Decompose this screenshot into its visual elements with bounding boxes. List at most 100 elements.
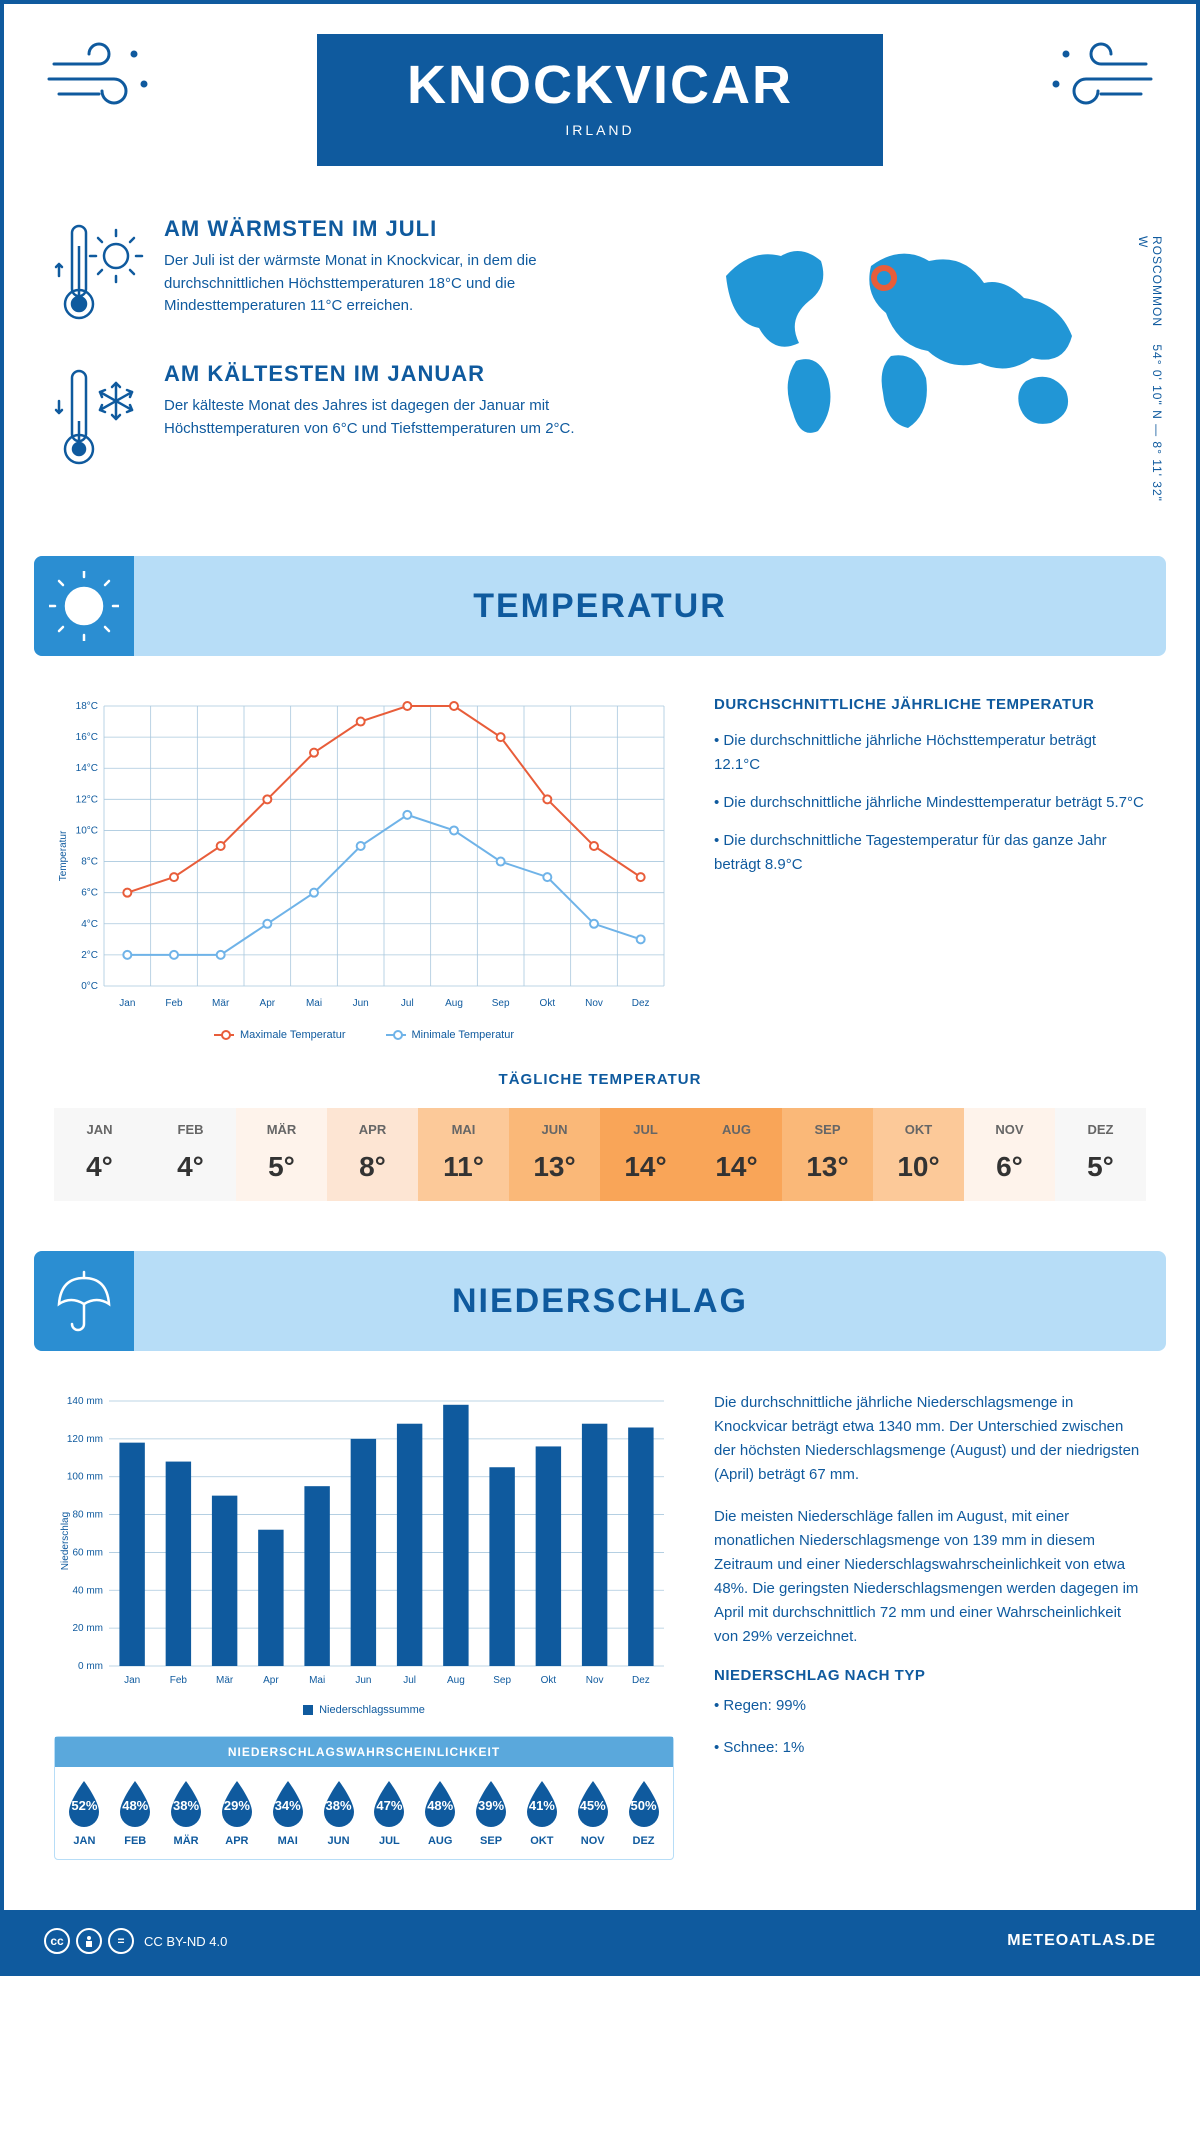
svg-text:Mär: Mär	[212, 998, 230, 1009]
temp-cell: AUG14°	[691, 1108, 782, 1201]
temp-cell: MAI11°	[418, 1108, 509, 1201]
precipitation-info: Die durchschnittliche jährliche Niedersc…	[714, 1391, 1146, 1860]
probability-cell: 52%JAN	[59, 1779, 110, 1847]
precip-rain: • Regen: 99%	[714, 1694, 1146, 1718]
thermometer-sun-icon	[54, 216, 144, 331]
temp-cell: JAN4°	[54, 1108, 145, 1201]
probability-box: NIEDERSCHLAGSWAHRSCHEINLICHKEIT 52%JAN48…	[54, 1736, 674, 1860]
svg-text:8°C: 8°C	[81, 857, 98, 868]
probability-grid: 52%JAN48%FEB38%MÄR29%APR34%MAI38%JUN47%J…	[55, 1767, 673, 1859]
svg-text:Temperatur: Temperatur	[58, 830, 69, 881]
temperature-title: TEMPERATUR	[34, 587, 1166, 626]
temp-cell: NOV6°	[964, 1108, 1055, 1201]
svg-text:Jul: Jul	[403, 1675, 416, 1686]
precipitation-body: 0 mm20 mm40 mm60 mm80 mm100 mm120 mm140 …	[4, 1371, 1196, 1880]
svg-text:4°C: 4°C	[81, 919, 98, 930]
precip-legend: Niederschlagssumme	[54, 1704, 674, 1716]
temp-info-p2: • Die durchschnittliche jährliche Mindes…	[714, 791, 1146, 815]
svg-text:Nov: Nov	[586, 1675, 604, 1686]
temperature-chart: 0°C2°C4°C6°C8°C10°C12°C14°C16°C18°CJanFe…	[54, 696, 674, 1041]
summary-left: AM WÄRMSTEN IM JULI Der Juli ist der wär…	[54, 216, 646, 506]
svg-text:Dez: Dez	[632, 1675, 650, 1686]
svg-text:Mär: Mär	[216, 1675, 234, 1686]
svg-text:Aug: Aug	[447, 1675, 465, 1686]
svg-text:Jun: Jun	[353, 998, 369, 1009]
temp-cell: JUN13°	[509, 1108, 600, 1201]
svg-text:0°C: 0°C	[81, 981, 98, 992]
svg-text:Mai: Mai	[306, 998, 322, 1009]
license-text: CC BY-ND 4.0	[144, 1934, 227, 1949]
thermometer-snow-icon	[54, 361, 144, 476]
sun-icon	[34, 556, 134, 656]
probability-cell: 41%OKT	[516, 1779, 567, 1847]
location-title: KNOCKVICAR	[407, 54, 793, 116]
precip-type-title: NIEDERSCHLAG NACH TYP	[714, 1667, 1146, 1684]
footer: cc = CC BY-ND 4.0 METEOATLAS.DE	[4, 1910, 1196, 1972]
svg-text:20 mm: 20 mm	[72, 1623, 103, 1634]
svg-text:Nov: Nov	[585, 998, 603, 1009]
svg-text:Jul: Jul	[401, 998, 414, 1009]
temperature-info: DURCHSCHNITTLICHE JÄHRLICHE TEMPERATUR •…	[714, 696, 1146, 1041]
coldest-desc: Der kälteste Monat des Jahres ist dagege…	[164, 395, 646, 440]
svg-text:Jun: Jun	[355, 1675, 371, 1686]
coldest-text: AM KÄLTESTEN IM JANUAR Der kälteste Mona…	[164, 361, 646, 476]
svg-text:2°C: 2°C	[81, 950, 98, 961]
precip-p2: Die meisten Niederschläge fallen im Augu…	[714, 1505, 1146, 1649]
svg-text:Mai: Mai	[309, 1675, 325, 1686]
temperature-section-head: TEMPERATUR	[34, 556, 1166, 656]
daily-temp-title: TÄGLICHE TEMPERATUR	[54, 1071, 1146, 1088]
svg-text:Feb: Feb	[170, 1675, 188, 1686]
svg-text:Sep: Sep	[493, 1675, 511, 1686]
probability-cell: 45%NOV	[567, 1779, 618, 1847]
probability-cell: 29%APR	[211, 1779, 262, 1847]
svg-text:Okt: Okt	[541, 1675, 557, 1686]
coldest-item: AM KÄLTESTEN IM JANUAR Der kälteste Mona…	[54, 361, 646, 476]
warmest-title: AM WÄRMSTEN IM JULI	[164, 216, 646, 242]
svg-text:14°C: 14°C	[76, 763, 98, 774]
precipitation-title: NIEDERSCHLAG	[34, 1282, 1166, 1321]
svg-text:Feb: Feb	[165, 998, 183, 1009]
svg-text:Jan: Jan	[119, 998, 135, 1009]
probability-cell: 39%SEP	[466, 1779, 517, 1847]
temp-info-p1: • Die durchschnittliche jährliche Höchst…	[714, 729, 1146, 777]
warmest-item: AM WÄRMSTEN IM JULI Der Juli ist der wär…	[54, 216, 646, 331]
temp-info-p3: • Die durchschnittliche Tagestemperatur …	[714, 829, 1146, 877]
temp-cell: APR8°	[327, 1108, 418, 1201]
temp-cell: SEP13°	[782, 1108, 873, 1201]
svg-text:0 mm: 0 mm	[78, 1661, 103, 1672]
probability-cell: 48%AUG	[415, 1779, 466, 1847]
svg-text:100 mm: 100 mm	[67, 1472, 103, 1483]
summary-section: AM WÄRMSTEN IM JULI Der Juli ist der wär…	[4, 206, 1196, 536]
world-map-area: ROSCOMMON 54° 0' 10" N — 8° 11' 32" W	[686, 216, 1146, 506]
probability-cell: 48%FEB	[110, 1779, 161, 1847]
probability-cell: 50%DEZ	[618, 1779, 669, 1847]
daily-temperature: TÄGLICHE TEMPERATUR JAN4°FEB4°MÄR5°APR8°…	[4, 1061, 1196, 1231]
svg-text:6°C: 6°C	[81, 888, 98, 899]
svg-text:40 mm: 40 mm	[72, 1585, 103, 1596]
country-subtitle: IRLAND	[407, 122, 793, 138]
umbrella-icon	[34, 1251, 134, 1351]
header: KNOCKVICAR IRLAND	[4, 4, 1196, 206]
nd-icon: =	[108, 1928, 134, 1954]
page: KNOCKVICAR IRLAND AM WÄRMSTEN IM JULI De…	[0, 0, 1200, 1976]
svg-text:60 mm: 60 mm	[72, 1547, 103, 1558]
svg-text:Apr: Apr	[260, 998, 276, 1009]
precipitation-chart: 0 mm20 mm40 mm60 mm80 mm100 mm120 mm140 …	[54, 1391, 674, 1691]
temp-info-title: DURCHSCHNITTLICHE JÄHRLICHE TEMPERATUR	[714, 696, 1146, 713]
svg-text:Niederschlag: Niederschlag	[60, 1512, 71, 1570]
daily-temp-grid: JAN4°FEB4°MÄR5°APR8°MAI11°JUN13°JUL14°AU…	[54, 1108, 1146, 1201]
svg-text:140 mm: 140 mm	[67, 1396, 103, 1407]
svg-text:18°C: 18°C	[76, 701, 98, 712]
wind-icon	[44, 34, 164, 119]
warmest-desc: Der Juli ist der wärmste Monat in Knockv…	[164, 250, 646, 318]
temp-cell: FEB4°	[145, 1108, 236, 1201]
probability-cell: 38%MÄR	[161, 1779, 212, 1847]
svg-text:Sep: Sep	[492, 998, 510, 1009]
svg-text:10°C: 10°C	[76, 825, 98, 836]
precip-p1: Die durchschnittliche jährliche Niedersc…	[714, 1391, 1146, 1487]
world-map-icon	[686, 216, 1126, 456]
svg-text:Apr: Apr	[263, 1675, 279, 1686]
precipitation-left: 0 mm20 mm40 mm60 mm80 mm100 mm120 mm140 …	[54, 1391, 674, 1860]
coldest-title: AM KÄLTESTEN IM JANUAR	[164, 361, 646, 387]
svg-text:Jan: Jan	[124, 1675, 140, 1686]
